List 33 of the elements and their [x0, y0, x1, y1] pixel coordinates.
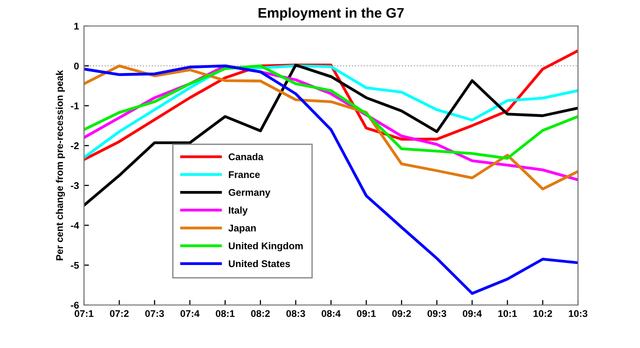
y-tick-label: -6: [70, 302, 79, 309]
y-tick-label: -3: [70, 182, 79, 190]
y-tick-label: -2: [70, 142, 79, 150]
legend-label: United States: [228, 260, 290, 268]
y-axis-title: Per cent change from pre-recession peak: [56, 70, 65, 260]
y-tick-label: 0: [74, 62, 79, 70]
y-tick-label: -4: [70, 222, 80, 229]
x-tick-label: 10:3: [568, 310, 588, 318]
x-tick-label: 08:1: [216, 310, 235, 317]
legend-label: France: [228, 171, 260, 178]
x-tick-label: 07:1: [74, 310, 94, 317]
chart-title: Employment in the G7: [258, 8, 404, 21]
x-tick-label: 08:2: [251, 310, 270, 317]
x-tick-label: 08:3: [286, 310, 306, 318]
x-tick-label: 07:4: [180, 310, 200, 317]
legend-label: United Kingdom: [228, 242, 303, 252]
x-tick-label: 07:2: [110, 310, 129, 317]
x-tick-label: 07:3: [145, 310, 164, 318]
legend-label: Italy: [228, 206, 248, 216]
x-tick-label: 09:3: [428, 310, 446, 318]
y-tick-label: -5: [70, 262, 79, 269]
legend-label: Canada: [228, 153, 264, 160]
y-tick-label: 1: [74, 22, 79, 30]
x-tick-label: 09:1: [356, 310, 376, 317]
x-tick-label: 10:2: [534, 310, 552, 317]
x-tick-label: 10:1: [498, 310, 517, 317]
legend-label: Germany: [228, 188, 270, 198]
x-tick-label: 08:4: [322, 310, 341, 317]
x-tick-label: 09:2: [392, 310, 411, 317]
legend-label: Japan: [228, 224, 256, 234]
y-tick-label: -1: [70, 102, 79, 110]
line-series: [84, 64, 578, 295]
x-tick-label: 09:4: [462, 310, 482, 317]
